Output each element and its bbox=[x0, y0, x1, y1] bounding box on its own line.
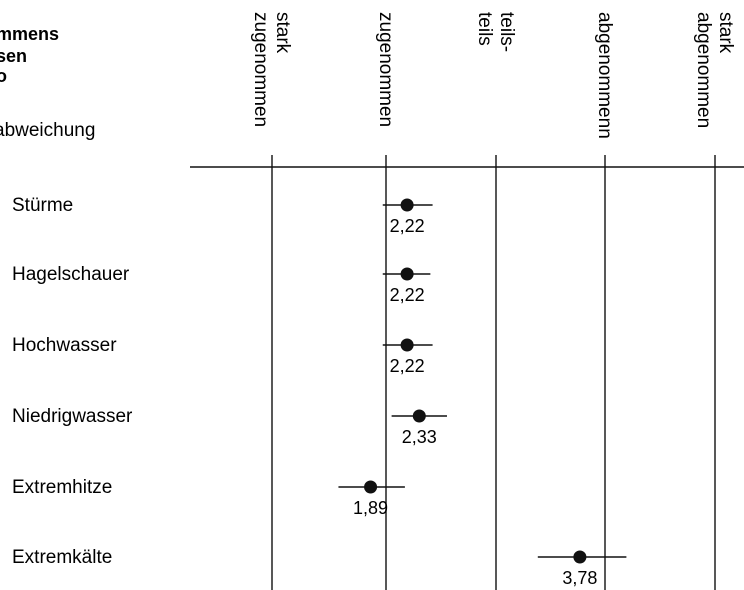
scale-label: abgenommen bbox=[693, 12, 714, 128]
value-label: 2,33 bbox=[402, 427, 437, 447]
scale-label: zugenommen bbox=[250, 12, 271, 127]
header-title-line-3: o bbox=[0, 66, 7, 86]
value-label: 2,22 bbox=[390, 356, 425, 376]
scale-label: stark bbox=[715, 12, 736, 54]
category-label: Stürme bbox=[12, 195, 73, 216]
header-title-line-2: sen bbox=[0, 46, 27, 66]
data-point bbox=[573, 550, 587, 564]
data-point bbox=[400, 198, 414, 212]
header: mmens sen o abweichung bbox=[0, 24, 95, 141]
category-label: Hochwasser bbox=[12, 335, 117, 356]
value-label: 2,22 bbox=[390, 216, 425, 236]
scale-label: teils bbox=[474, 12, 495, 46]
category-labels: Stürme Hagelschauer Hochwasser Niedrigwasse… bbox=[12, 195, 133, 568]
scale-label: zugenommen bbox=[375, 12, 396, 127]
category-label: Extremkälte bbox=[12, 547, 112, 568]
data-point bbox=[412, 409, 426, 423]
category-label: Extremhitze bbox=[12, 477, 112, 498]
grid-lines bbox=[271, 155, 716, 590]
category-label: Hagelschauer bbox=[12, 264, 130, 285]
value-label: 1,89 bbox=[353, 498, 388, 518]
data-point bbox=[400, 267, 414, 281]
category-label: Niedrigwasser bbox=[12, 406, 133, 427]
header-subtitle: abweichung bbox=[0, 120, 95, 141]
scale-label: teils- bbox=[496, 12, 517, 52]
data-marks: 2,22 2,22 2,22 2,33 1,89 3,78 bbox=[338, 198, 627, 588]
data-point bbox=[364, 480, 378, 494]
scale-label: stark bbox=[272, 12, 293, 54]
value-label: 2,22 bbox=[390, 285, 425, 305]
scale-label: abgenommenn bbox=[594, 12, 615, 139]
data-point bbox=[400, 338, 414, 352]
header-title-line-1: mmens bbox=[0, 24, 59, 44]
value-label: 3,78 bbox=[562, 568, 597, 588]
